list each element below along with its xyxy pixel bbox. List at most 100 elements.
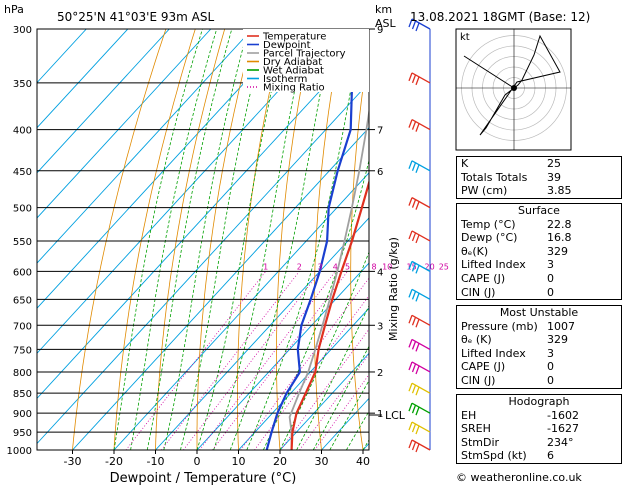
surface-row-label: Temp (°C) (461, 217, 516, 231)
surface-row: Dewp (°C) 16.8 (457, 231, 621, 245)
wind-barb (408, 402, 431, 416)
wind-barb (408, 18, 431, 32)
temperature-tick-label: 0 (194, 455, 201, 468)
wind-barb (408, 382, 431, 396)
surface-row-label: Dewp (°C) (461, 231, 518, 245)
pressure-tick-label: 400 (13, 126, 32, 137)
most-unstable-table: Most Unstable Pressure (mb) 1007 θₑ (K) 329 L… (456, 305, 622, 389)
indices-row-label: K (461, 157, 469, 170)
surface-row: θₑ(K) 329 (457, 245, 621, 259)
height-unit-asl: ASL (375, 17, 397, 30)
mixing-ratio-label: 3 (318, 262, 323, 271)
surface-row-value: 16.8 (547, 231, 572, 245)
most-unstable-row-label: Pressure (mb) (461, 319, 538, 333)
surface-row-value: 22.8 (547, 217, 572, 231)
indices-row-value: 25 (547, 157, 561, 170)
hodograph-row: EH -1602 (457, 409, 621, 423)
temperature-tick-label: 20 (273, 455, 287, 468)
wind-barb (408, 197, 431, 210)
datetime-label: 13.08.2021 18GMT (Base: 12) (410, 10, 590, 24)
isotherm-line (37, 29, 212, 219)
most-unstable-row-value: 1007 (547, 319, 575, 333)
pressure-tick-label: 700 (13, 321, 32, 332)
indices-table: K 25 Totals Totals 39 PW (cm) 3.85 (456, 156, 622, 199)
isotherm-line (155, 217, 369, 450)
hodograph-row: SREH -1627 (457, 422, 621, 436)
most-unstable-row-label: Lifted Index (461, 346, 526, 360)
wet-adiabat-line (113, 29, 203, 450)
pressure-tick-label: 650 (13, 295, 32, 306)
mixing-ratio-line (314, 373, 369, 450)
indices-row: Totals Totals 39 (457, 171, 621, 185)
isotherm-line (279, 352, 369, 450)
isotherm-line (72, 127, 369, 450)
isotherm-line (238, 307, 369, 450)
mixing-ratio-label: 1 (263, 262, 268, 271)
hodograph-row-value: 6 (547, 449, 554, 463)
hodograph-kt-label: kt (460, 32, 470, 43)
indices-row-value: 39 (547, 170, 561, 184)
indices-row: K 25 (457, 157, 621, 171)
hodograph-row-label: StmSpd (kt) (461, 449, 527, 463)
hodograph-row-value: 234° (547, 435, 574, 449)
surface-row-value: 0 (547, 271, 554, 285)
mixing-ratio-line (299, 353, 369, 450)
surface-row-label: CIN (J) (461, 285, 496, 299)
legend-entry: Isotherm (263, 74, 307, 85)
most-unstable-row: Pressure (mb) 1007 (457, 320, 621, 334)
isotherm-line (37, 36, 369, 400)
most-unstable-row: Lifted Index 3 (457, 347, 621, 361)
hodograph-row-label: SREH (461, 422, 491, 436)
wind-barb (408, 338, 431, 352)
isotherm-line (37, 29, 253, 264)
legend-entry: Temperature (262, 32, 326, 43)
most-unstable-row-value: 329 (547, 333, 568, 347)
surface-row-value: 329 (547, 244, 568, 258)
most-unstable-row: CIN (J) 0 (457, 374, 621, 388)
mixing-ratio-line (212, 271, 348, 450)
mixing-ratio-label: 5 (345, 262, 350, 271)
temperature-tick-label: -10 (147, 455, 165, 468)
temperature-tick-label: -20 (105, 455, 123, 468)
most-unstable-row-value: 0 (547, 360, 554, 374)
wind-barb (408, 439, 431, 453)
temperature-tick-label: -30 (64, 455, 82, 468)
isotherm-line (196, 262, 369, 450)
pressure-unit-label: hPa (4, 3, 24, 16)
hodograph-plot: kt (455, 28, 572, 151)
dry-adiabat-line (196, 29, 255, 450)
height-tick-label: 9 (377, 25, 383, 36)
pressure-tick-label: 350 (13, 79, 32, 90)
most-unstable-row-label: CAPE (J) (461, 360, 506, 374)
surface-row-label: Lifted Index (461, 258, 526, 272)
wind-barb (408, 160, 431, 174)
temperature-profile (290, 178, 369, 450)
pressure-tick-label: 1000 (7, 446, 32, 457)
dewpoint-profile (265, 29, 354, 450)
pressure-tick-label: 300 (13, 25, 32, 36)
wind-barb (408, 230, 431, 244)
location-label: 50°25'N 41°03'E 93m ASL (57, 10, 214, 24)
temperature-tick-label: 30 (315, 455, 329, 468)
wet-adiabat-line (130, 29, 218, 450)
pressure-tick-label: 850 (13, 389, 32, 400)
hodograph-row: StmDir 234° (457, 436, 621, 450)
indices-row-label: Totals Totals (461, 170, 528, 184)
surface-row-label: θₑ(K) (461, 244, 489, 258)
surface-title: Surface (518, 204, 560, 217)
mixing-ratio-label: 4 (333, 262, 338, 271)
most-unstable-row-value: 0 (547, 373, 554, 387)
hodograph-title: Hodograph (508, 395, 570, 408)
hodograph-row-label: StmDir (461, 435, 500, 449)
wet-adiabat-line (229, 29, 334, 450)
hodograph-row-value: -1602 (547, 408, 579, 422)
hodograph-storm-marker (511, 85, 517, 91)
pressure-tick-label: 800 (13, 368, 32, 379)
mixing-ratio-line (161, 271, 300, 450)
surface-row-value: 0 (547, 285, 554, 299)
isotherm-line (37, 29, 129, 129)
wind-barb (408, 421, 431, 435)
mixing-ratio-line (183, 271, 321, 450)
isotherm-line (37, 29, 170, 174)
pressure-tick-label: 500 (13, 204, 32, 215)
